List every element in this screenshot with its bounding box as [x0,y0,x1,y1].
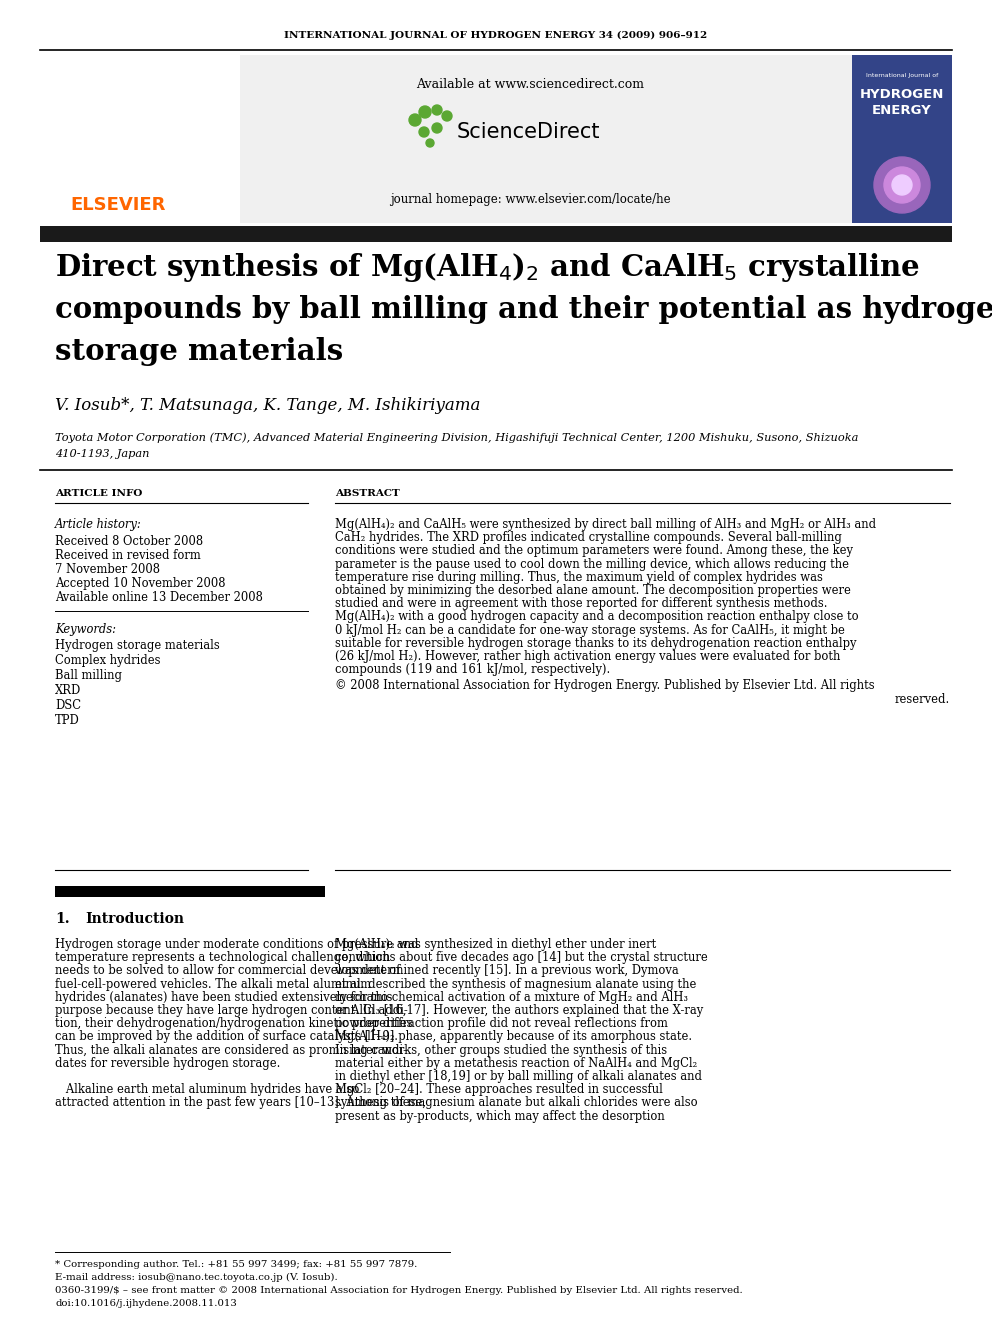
Text: * Corresponding author. Tel.: +81 55 997 3499; fax: +81 55 997 7879.: * Corresponding author. Tel.: +81 55 997… [55,1259,418,1269]
Text: In later works, other groups studied the synthesis of this: In later works, other groups studied the… [335,1044,668,1057]
Circle shape [409,114,421,126]
Circle shape [884,167,920,202]
Text: tion, their dehydrogenation/hydrogenation kinetic properties: tion, their dehydrogenation/hydrogenatio… [55,1017,413,1031]
Text: Mg(AlH₄)₂ phase, apparently because of its amorphous state.: Mg(AlH₄)₂ phase, apparently because of i… [335,1031,692,1044]
Text: present as by-products, which may affect the desorption: present as by-products, which may affect… [335,1110,665,1123]
Text: DSC: DSC [55,699,81,712]
Text: ARTICLE INFO: ARTICLE INFO [55,488,143,497]
Text: Received in revised form: Received in revised form [55,549,200,562]
Text: doi:10.1016/j.ijhydene.2008.11.013: doi:10.1016/j.ijhydene.2008.11.013 [55,1299,237,1308]
Text: temperature represents a technological challenge, which: temperature represents a technological c… [55,951,390,964]
FancyBboxPatch shape [40,226,952,242]
Text: 410-1193, Japan: 410-1193, Japan [55,448,150,459]
Text: compounds (119 and 161 kJ/mol, respectively).: compounds (119 and 161 kJ/mol, respectiv… [335,663,610,676]
Text: in diethyl ether [18,19] or by ball milling of alkali alanates and: in diethyl ether [18,19] or by ball mill… [335,1070,702,1084]
Text: 0 kJ/mol H₂ can be a candidate for one-way storage systems. As for CaAlH₅, it mi: 0 kJ/mol H₂ can be a candidate for one-w… [335,623,845,636]
Text: V. Iosub*, T. Matsunaga, K. Tange, M. Ishikiriyama: V. Iosub*, T. Matsunaga, K. Tange, M. Is… [55,397,480,414]
Text: Article history:: Article history: [55,519,142,531]
Text: purpose because they have large hydrogen content. In addi-: purpose because they have large hydrogen… [55,1004,408,1017]
Text: attracted attention in the past few years [10–13]. Among these,: attracted attention in the past few year… [55,1097,426,1110]
Text: reserved.: reserved. [895,693,950,705]
Text: Available online 13 December 2008: Available online 13 December 2008 [55,591,263,605]
Text: Mg(AlH₄)₂ with a good hydrogen capacity and a decomposition reaction enthalpy cl: Mg(AlH₄)₂ with a good hydrogen capacity … [335,610,859,623]
Text: Accepted 10 November 2008: Accepted 10 November 2008 [55,577,225,590]
Circle shape [892,175,912,194]
Text: temperature rise during milling. Thus, the maximum yield of complex hydrides was: temperature rise during milling. Thus, t… [335,570,823,583]
Text: dates for reversible hydrogen storage.: dates for reversible hydrogen storage. [55,1057,281,1070]
Text: needs to be solved to allow for commercial development of: needs to be solved to allow for commerci… [55,964,401,978]
Text: MgCl₂ [20–24]. These approaches resulted in successful: MgCl₂ [20–24]. These approaches resulted… [335,1084,663,1097]
Text: conditions were studied and the optimum parameters were found. Among these, the : conditions were studied and the optimum … [335,544,853,557]
Text: journal homepage: www.elsevier.com/locate/he: journal homepage: www.elsevier.com/locat… [390,193,671,206]
Text: powder diffraction profile did not reveal reflections from: powder diffraction profile did not revea… [335,1017,668,1031]
Text: Keywords:: Keywords: [55,623,116,636]
Text: 0360-3199/$ – see front matter © 2008 International Association for Hydrogen Ene: 0360-3199/$ – see front matter © 2008 In… [55,1286,743,1295]
Text: Direct synthesis of Mg(AlH$_4$)$_2$ and CaAlH$_5$ crystalline: Direct synthesis of Mg(AlH$_4$)$_2$ and … [55,251,921,284]
Text: Toyota Motor Corporation (TMC), Advanced Material Engineering Division, Higashif: Toyota Motor Corporation (TMC), Advanced… [55,433,858,443]
Text: Received 8 October 2008: Received 8 October 2008 [55,534,203,548]
Text: Alkaline earth metal aluminum hydrides have also: Alkaline earth metal aluminum hydrides h… [55,1084,359,1097]
Circle shape [874,157,930,213]
Text: TPD: TPD [55,714,79,728]
FancyBboxPatch shape [50,60,190,180]
Circle shape [419,106,431,118]
Text: International Journal of: International Journal of [866,73,938,78]
Text: 7 November 2008: 7 November 2008 [55,564,160,576]
Text: storage materials: storage materials [55,337,343,366]
Text: (26 kJ/mol H₂). However, rather high activation energy values were evaluated for: (26 kJ/mol H₂). However, rather high act… [335,650,840,663]
Text: parameter is the pause used to cool down the milling device, which allows reduci: parameter is the pause used to cool down… [335,557,849,570]
Text: Complex hydrides: Complex hydrides [55,654,161,667]
Text: CaH₂ hydrides. The XRD profiles indicated crystalline compounds. Several ball-mi: CaH₂ hydrides. The XRD profiles indicate… [335,532,842,544]
Text: ENERGY: ENERGY [872,103,931,116]
Text: studied and were in agreement with those reported for different synthesis method: studied and were in agreement with those… [335,597,827,610]
Text: suitable for reversible hydrogen storage thanks to its dehydrogenation reaction : suitable for reversible hydrogen storage… [335,636,856,650]
Text: conditions about five decades ago [14] but the crystal structure: conditions about five decades ago [14] b… [335,951,707,964]
Text: Introduction: Introduction [85,912,184,926]
Text: ABSTRACT: ABSTRACT [335,488,400,497]
Circle shape [419,127,429,138]
Text: Hydrogen storage under moderate conditions of pressure and: Hydrogen storage under moderate conditio… [55,938,419,951]
Circle shape [442,111,452,120]
FancyBboxPatch shape [40,56,240,224]
Text: compounds by ball milling and their potential as hydrogen: compounds by ball milling and their pote… [55,295,992,324]
Text: synthesis of magnesium alanate but alkali chlorides were also: synthesis of magnesium alanate but alkal… [335,1097,697,1110]
Text: hydrides (alanates) have been studied extensively for this: hydrides (alanates) have been studied ex… [55,991,393,1004]
FancyBboxPatch shape [852,56,952,224]
Text: HYDROGEN: HYDROGEN [860,87,944,101]
Circle shape [426,139,434,147]
Text: E-mail address: iosub@nano.tec.toyota.co.jp (V. Iosub).: E-mail address: iosub@nano.tec.toyota.co… [55,1273,337,1282]
Text: et al. described the synthesis of magnesium alanate using the: et al. described the synthesis of magnes… [335,978,696,991]
Text: Available at www.sciencedirect.com: Available at www.sciencedirect.com [416,78,644,91]
Text: INTERNATIONAL JOURNAL OF HYDROGEN ENERGY 34 (2009) 906–912: INTERNATIONAL JOURNAL OF HYDROGEN ENERGY… [285,30,707,40]
Circle shape [432,123,442,134]
Text: can be improved by the addition of surface catalysts [1–9].: can be improved by the addition of surfa… [55,1031,398,1044]
Text: material either by a metathesis reaction of NaAlH₄ and MgCl₂: material either by a metathesis reaction… [335,1057,697,1070]
Text: 1.: 1. [55,912,69,926]
Text: ELSEVIER: ELSEVIER [70,196,166,214]
Text: was determined recently [15]. In a previous work, Dymova: was determined recently [15]. In a previ… [335,964,679,978]
Text: ScienceDirect: ScienceDirect [457,122,600,142]
Text: fuel-cell-powered vehicles. The alkali metal aluminum: fuel-cell-powered vehicles. The alkali m… [55,978,371,991]
FancyBboxPatch shape [40,56,952,224]
FancyBboxPatch shape [55,886,325,897]
Text: Mg(AlH₄)₂ was synthesized in diethyl ether under inert: Mg(AlH₄)₂ was synthesized in diethyl eth… [335,938,657,951]
Text: mechano-chemical activation of a mixture of MgH₂ and AlH₃: mechano-chemical activation of a mixture… [335,991,688,1004]
Text: or AlCl₃ [16,17]. However, the authors explained that the X-ray: or AlCl₃ [16,17]. However, the authors e… [335,1004,703,1017]
Text: Ball milling: Ball milling [55,669,122,681]
Text: XRD: XRD [55,684,81,697]
Circle shape [432,105,442,115]
Text: Mg(AlH₄)₂ and CaAlH₅ were synthesized by direct ball milling of AlH₃ and MgH₂ or: Mg(AlH₄)₂ and CaAlH₅ were synthesized by… [335,519,876,531]
Text: obtained by minimizing the desorbed alane amount. The decomposition properties w: obtained by minimizing the desorbed alan… [335,583,851,597]
Text: Thus, the alkali alanates are considered as promising candi-: Thus, the alkali alanates are considered… [55,1044,407,1057]
Text: © 2008 International Association for Hydrogen Energy. Published by Elsevier Ltd.: © 2008 International Association for Hyd… [335,680,875,692]
Text: Hydrogen storage materials: Hydrogen storage materials [55,639,220,652]
